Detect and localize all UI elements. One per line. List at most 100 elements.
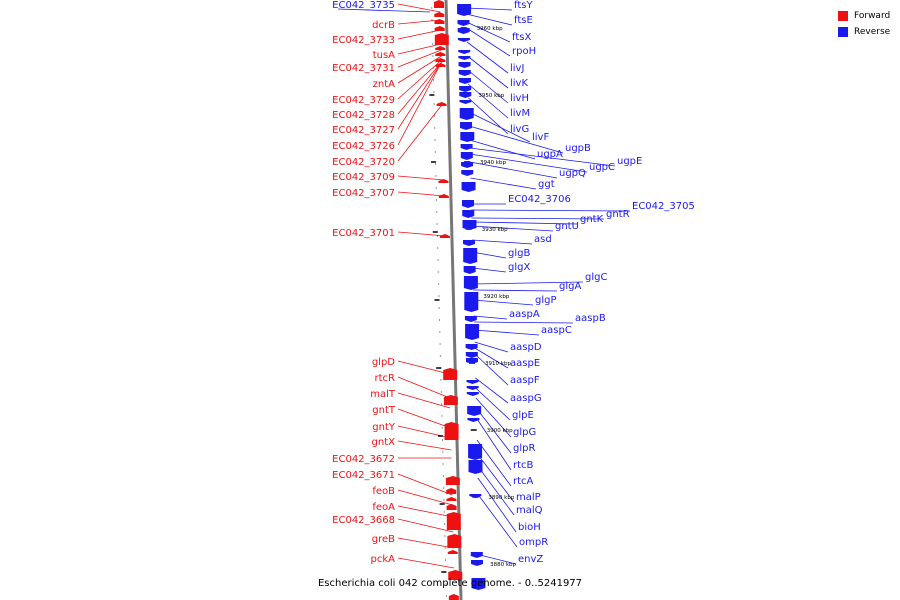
reverse-gene-arrow: [468, 460, 483, 474]
reverse-gene-label[interactable]: ugpC: [589, 162, 615, 173]
reverse-gene-label[interactable]: glpE: [512, 410, 534, 421]
reverse-gene-arrow: [460, 122, 473, 130]
reverse-gene-label[interactable]: aaspC: [541, 325, 572, 336]
forward-gene-arrow: [446, 497, 457, 501]
reverse-gene-label[interactable]: rtcB: [513, 460, 534, 471]
reverse-leader: [477, 465, 515, 516]
reverse-gene-label[interactable]: bioH: [518, 522, 541, 533]
forward-gene-label[interactable]: greB: [372, 534, 395, 545]
reverse-gene-label[interactable]: ftsX: [512, 32, 531, 43]
reverse-gene-label[interactable]: gntK: [580, 214, 604, 225]
reverse-gene-label[interactable]: ugpB: [565, 143, 591, 154]
reverse-gene-label[interactable]: malQ: [516, 505, 543, 516]
reverse-gene-label[interactable]: livM: [510, 108, 530, 119]
reverse-gene-label[interactable]: aaspD: [510, 342, 542, 353]
reverse-leader: [467, 83, 509, 119]
reverse-gene-label[interactable]: rpoH: [512, 46, 536, 57]
forward-leader: [397, 505, 454, 518]
reverse-gene-label[interactable]: aaspE: [510, 358, 540, 369]
forward-gene-label[interactable]: tusA: [373, 50, 395, 61]
forward-gene-arrow: [443, 368, 458, 380]
reverse-gene-label[interactable]: gntR: [606, 209, 630, 220]
forward-leader: [397, 43, 442, 55]
reverse-gene-label[interactable]: glgC: [585, 272, 607, 283]
reverse-gene-label[interactable]: envZ: [518, 554, 543, 565]
reverse-gene-label[interactable]: glpG: [513, 427, 536, 438]
reverse-gene-label[interactable]: aaspF: [510, 375, 540, 386]
reverse-gene-label[interactable]: glgP: [535, 295, 557, 306]
reverse-leader: [471, 209, 631, 212]
forward-gene-label[interactable]: feoB: [372, 486, 395, 497]
reverse-gene-arrow: [459, 100, 472, 104]
tick-label: 3930 kbp: [482, 227, 508, 233]
forward-gene-label[interactable]: EC042_3726: [332, 141, 395, 152]
reverse-gene-arrow: [460, 132, 475, 142]
reverse-gene-label[interactable]: EC042_3706: [508, 194, 571, 205]
reverse-gene-label[interactable]: ompR: [519, 537, 548, 548]
forward-gene-label[interactable]: EC042_3707: [332, 188, 395, 199]
forward-gene-label[interactable]: EC042_3672: [332, 454, 395, 465]
reverse-gene-label[interactable]: aaspG: [510, 393, 542, 404]
reverse-leader: [469, 125, 564, 154]
reverse-gene-label[interactable]: rtcA: [513, 476, 534, 487]
forward-leader: [397, 59, 442, 100]
reverse-gene-arrow: [470, 552, 483, 558]
legend-reverse: Reverse: [838, 25, 890, 39]
reverse-gene-label[interactable]: ugpE: [617, 156, 642, 167]
forward-gene-label[interactable]: rtcR: [375, 373, 396, 384]
reverse-gene-label[interactable]: livG: [510, 124, 529, 135]
forward-gene-label[interactable]: zntA: [373, 79, 396, 90]
forward-gene-label[interactable]: EC042_3731: [332, 63, 395, 74]
forward-gene-label[interactable]: malT: [370, 389, 396, 400]
forward-gene-label[interactable]: EC042_3733: [332, 35, 395, 46]
reverse-gene-label[interactable]: glpR: [513, 443, 535, 454]
reverse-leader: [468, 111, 531, 143]
reverse-gene-label[interactable]: malP: [516, 492, 541, 503]
forward-gene-label[interactable]: EC042_3701: [332, 228, 395, 239]
forward-gene-arrow: [436, 102, 447, 106]
reverse-gene-label[interactable]: glgX: [508, 262, 530, 273]
forward-gene-label[interactable]: EC042_3735: [332, 0, 395, 11]
forward-gene-label[interactable]: gntY: [372, 422, 396, 433]
reverse-gene-label[interactable]: livK: [510, 78, 528, 89]
forward-gene-label[interactable]: pckA: [371, 554, 396, 565]
reverse-gene-label[interactable]: ugpQ: [559, 168, 586, 179]
reverse-gene-label[interactable]: livJ: [510, 63, 524, 74]
forward-gene-arrow: [446, 504, 457, 510]
reverse-gene-label[interactable]: aaspB: [575, 313, 606, 324]
forward-gene-arrow: [438, 194, 449, 198]
forward-gene-label[interactable]: EC042_3727: [332, 125, 395, 136]
forward-gene-label[interactable]: glpD: [372, 357, 395, 368]
forward-gene-label[interactable]: EC042_3729: [332, 95, 395, 106]
forward-gene-label[interactable]: gntX: [372, 437, 396, 448]
forward-leader: [397, 61, 442, 130]
forward-leader: [397, 392, 451, 409]
reverse-gene-arrow: [461, 182, 476, 192]
reverse-gene-label[interactable]: ftsE: [514, 15, 533, 26]
reverse-gene-label[interactable]: glgA: [559, 281, 581, 292]
reverse-gene-label[interactable]: aaspA: [509, 309, 540, 320]
reverse-gene-label[interactable]: glgB: [508, 248, 530, 259]
reverse-gene-label[interactable]: gntU: [555, 221, 579, 232]
forward-gene-label[interactable]: dcrB: [372, 20, 395, 31]
forward-leader: [397, 489, 453, 506]
reverse-gene-label[interactable]: asd: [534, 234, 552, 245]
forward-gene-label[interactable]: EC042_3709: [332, 172, 395, 183]
forward-gene-label[interactable]: EC042_3720: [332, 157, 395, 168]
reverse-gene-label[interactable]: livH: [510, 93, 529, 104]
reverse-gene-label[interactable]: ftsY: [514, 0, 533, 11]
forward-gene-label[interactable]: EC042_3668: [332, 515, 395, 526]
forward-gene-label[interactable]: EC042_3728: [332, 110, 395, 121]
forward-leader: [397, 61, 442, 115]
forward-gene-label[interactable]: feoA: [372, 502, 395, 513]
forward-leader: [397, 29, 441, 40]
forward-gene-arrow: [434, 26, 445, 31]
forward-gene-label[interactable]: gntT: [372, 405, 396, 416]
forward-gene-label[interactable]: EC042_3671: [332, 470, 395, 481]
reverse-gene-label[interactable]: EC042_3705: [632, 201, 695, 212]
reverse-gene-label[interactable]: ugpA: [537, 149, 563, 160]
reverse-gene-arrow: [461, 170, 474, 176]
forward-gene-arrow: [439, 234, 450, 238]
reverse-gene-label[interactable]: ggt: [538, 179, 555, 190]
reverse-gene-label[interactable]: livF: [532, 132, 549, 143]
